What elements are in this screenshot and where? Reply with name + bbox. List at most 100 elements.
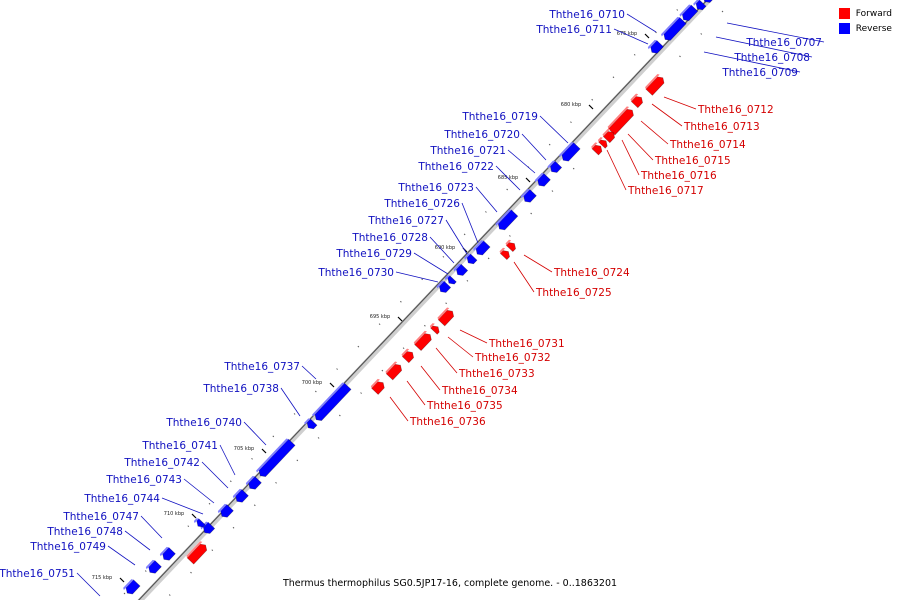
gene-label-ththe16_0744[interactable]: Ththe16_0744 [83,493,160,505]
gene-label-ththe16_0708[interactable]: Ththe16_0708 [733,52,810,64]
gene-label-ththe16_0724[interactable]: Ththe16_0724 [553,267,630,279]
tick-mark-8 [119,577,125,583]
gene-block-ththe16_0741[interactable] [245,475,262,491]
gene-label-ththe16_0735[interactable]: Ththe16_0735 [426,400,503,412]
gene-block-ththe16_0726[interactable] [472,239,491,257]
gene-label-ththe16_0707[interactable]: Ththe16_0707 [745,37,822,49]
gene-label-ththe16_0716[interactable]: Ththe16_0716 [640,170,717,182]
gene-label-ththe16_0748[interactable]: Ththe16_0748 [46,526,123,538]
forward-swatch [838,8,850,19]
gene-block-ththe16_0733[interactable] [413,330,433,352]
gene-block-ththe16_0708[interactable] [693,0,707,12]
leader-line-ththe16_0713 [651,103,683,127]
gene-block-ththe16_0724[interactable] [505,239,518,253]
gene-block-ththe16_0737[interactable] [311,382,352,423]
gene-block-ththe16_0717[interactable] [591,142,604,156]
legend-item-reverse: Reverse [838,23,892,34]
gene-block-ththe16_0712[interactable] [644,73,666,96]
minor-tick-right [381,369,384,372]
gene-label-ththe16_0751[interactable]: Ththe16_0751 [0,568,75,580]
minor-tick-left [272,435,275,438]
minor-tick-left [251,457,253,460]
gene-label-ththe16_0731[interactable]: Ththe16_0731 [488,338,565,350]
gene-label-ththe16_0742[interactable]: Ththe16_0742 [123,457,200,469]
gene-label-ththe16_0732[interactable]: Ththe16_0732 [474,352,551,364]
gene-block-ththe16_0722[interactable] [520,188,537,204]
leader-line-ththe16_0735 [406,380,426,406]
gene-label-ththe16_0720[interactable]: Ththe16_0720 [443,129,520,141]
gene-label-ththe16_0738[interactable]: Ththe16_0738 [202,383,279,395]
gene-label-ththe16_0743[interactable]: Ththe16_0743 [105,474,182,486]
gene-label-ththe16_0719[interactable]: Ththe16_0719 [461,111,538,123]
gene-label-ththe16_0737[interactable]: Ththe16_0737 [223,361,300,373]
gene-label-ththe16_0727[interactable]: Ththe16_0727 [367,215,444,227]
gene-label-ththe16_0747[interactable]: Ththe16_0747 [62,511,139,523]
tick-label-5: 700 kbp [302,380,322,386]
gene-block-ththe16_0729[interactable] [444,274,457,286]
gene-block-ththe16_0715[interactable] [602,128,617,144]
gene-label-ththe16_0717[interactable]: Ththe16_0717 [627,185,704,197]
gene-block-ththe16_0725[interactable] [499,247,512,261]
gene-block-forward-extra-0[interactable] [186,541,209,565]
gene-label-ththe16_0725[interactable]: Ththe16_0725 [535,287,612,299]
gene-label-ththe16_0712[interactable]: Ththe16_0712 [697,104,774,116]
gene-block-ththe16_0711[interactable] [647,39,664,55]
gene-label-ththe16_0721[interactable]: Ththe16_0721 [429,145,506,157]
gene-block-ththe16_0710[interactable] [660,16,687,42]
gene-label-ththe16_0734[interactable]: Ththe16_0734 [441,385,518,397]
minor-tick-left [676,9,679,11]
gene-block-ththe16_0727[interactable] [464,253,478,266]
gene-block-ththe16_0734[interactable] [401,348,416,364]
leader-line-ththe16_0715 [627,133,654,161]
gene-label-ththe16_0733[interactable]: Ththe16_0733 [458,368,535,380]
gene-label-ththe16_0736[interactable]: Ththe16_0736 [409,416,486,428]
gene-block-ththe16_0707[interactable] [700,0,716,5]
gene-block-ththe16_0738[interactable] [304,418,318,431]
gene-block-ththe16_0714[interactable] [607,106,636,136]
gene-block-ththe16_0751[interactable] [122,578,141,596]
gene-block-ththe16_0716[interactable] [597,136,609,149]
leader-line-ththe16_0722 [495,165,521,191]
gene-label-ththe16_0711[interactable]: Ththe16_0711 [535,24,612,36]
gene-label-ththe16_0749[interactable]: Ththe16_0749 [29,541,106,553]
gene-label-ththe16_0729[interactable]: Ththe16_0729 [335,248,412,260]
gene-label-ththe16_0723[interactable]: Ththe16_0723 [397,182,474,194]
gene-block-ththe16_0735[interactable] [385,361,404,381]
gene-block-ththe16_0732[interactable] [429,322,441,335]
gene-block-ththe16_0748[interactable] [159,546,176,562]
gene-block-ththe16_0719[interactable] [558,141,581,163]
gene-layer [122,0,716,596]
gene-label-ththe16_0740[interactable]: Ththe16_0740 [165,417,242,429]
gene-label-ththe16_0709[interactable]: Ththe16_0709 [721,67,798,79]
leader-line-ththe16_0737 [301,365,317,380]
gene-label-ththe16_0728[interactable]: Ththe16_0728 [351,232,428,244]
gene-block-ththe16_0720[interactable] [547,160,563,175]
gene-block-ththe16_0723[interactable] [495,209,519,233]
gene-label-ththe16_0710[interactable]: Ththe16_0710 [548,9,625,21]
minor-tick-right [168,594,171,596]
leader-line-ththe16_0714 [640,120,669,145]
gene-block-ththe16_0740[interactable] [255,438,296,479]
gene-label-ththe16_0713[interactable]: Ththe16_0713 [683,121,760,133]
gene-block-ththe16_0709[interactable] [679,4,699,23]
gene-block-ththe16_0747[interactable] [193,517,206,529]
gene-label-ththe16_0715[interactable]: Ththe16_0715 [654,155,731,167]
gene-label-ththe16_0714[interactable]: Ththe16_0714 [669,139,746,151]
gene-label-ththe16_0726[interactable]: Ththe16_0726 [383,198,460,210]
gene-block-ththe16_0713[interactable] [630,93,645,109]
gene-block-ththe16_0749[interactable] [145,559,162,575]
minor-tick-right [572,167,575,170]
gene-block-ththe16_0743[interactable] [217,503,234,519]
gene-block-ththe16_0728[interactable] [453,263,469,278]
gene-label-ththe16_0730[interactable]: Ththe16_0730 [317,267,394,279]
gene-block-ththe16_0731[interactable] [437,307,456,327]
minor-tick-right [466,279,469,282]
gene-block-ththe16_0730[interactable] [436,280,452,295]
gene-block-ththe16_0721[interactable] [534,172,551,188]
gene-block-ththe16_0736[interactable] [370,378,386,395]
gene-label-ththe16_0741[interactable]: Ththe16_0741 [141,440,218,452]
gene-label-ththe16_0722[interactable]: Ththe16_0722 [417,161,494,173]
gene-block-ththe16_0742[interactable] [232,488,249,504]
